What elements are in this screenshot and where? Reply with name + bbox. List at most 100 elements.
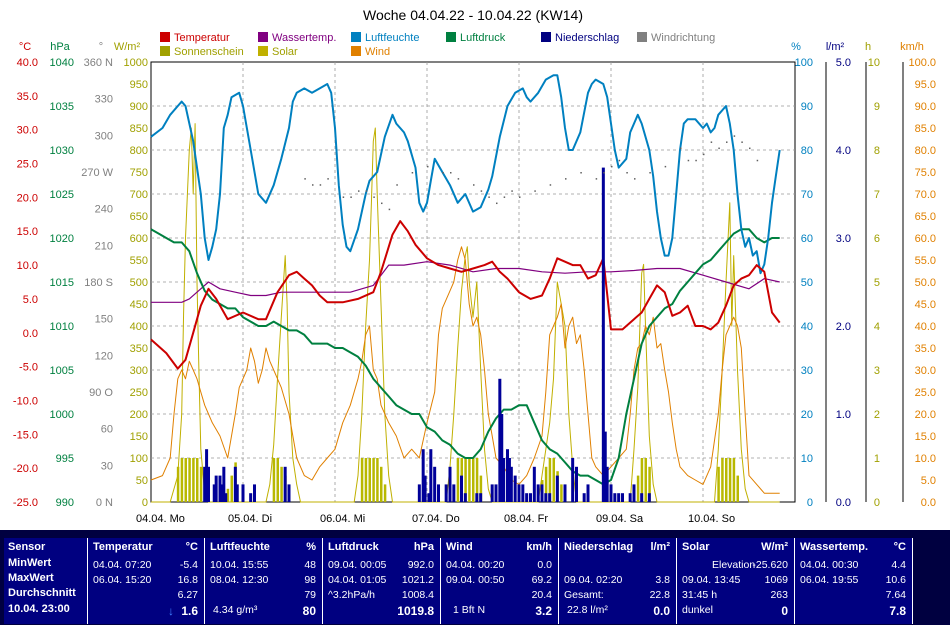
- wind-direction-point: [312, 184, 314, 186]
- wind-direction-point: [580, 172, 582, 174]
- wind-tick-label: 10.0: [915, 453, 936, 465]
- sunshine-tick-label: 10: [868, 57, 880, 69]
- wind-direction-point: [664, 165, 667, 168]
- pressure-max: 1021.2: [401, 574, 434, 586]
- humidity-tick-label: 80: [801, 145, 813, 157]
- wind-tick-label: 100.0: [908, 57, 936, 69]
- minwert-label: MinWert: [8, 557, 52, 569]
- x-tick-label: 10.04. So: [688, 513, 735, 525]
- legend-swatch: [446, 32, 456, 42]
- sunshine-bar: [721, 458, 724, 502]
- rain-bar: [563, 484, 567, 502]
- summary-table: Sensor MinWert MaxWert Durchschnitt 10.0…: [0, 530, 950, 625]
- wind-direction-point: [680, 147, 682, 150]
- series-line-temperatur: [150, 220, 781, 370]
- wind-bft: 1 Bft N: [453, 604, 486, 616]
- wind-direction-point: [695, 159, 697, 162]
- temp-tick-label: 30.0: [17, 125, 38, 137]
- wind-tick-label: 55.0: [915, 255, 936, 267]
- sunshine-bar: [552, 458, 555, 502]
- pressure-tick-label: 1020: [50, 233, 74, 245]
- humidity-panel: Luftfeuchte % 10.04. 15:55 48 08.04. 12:…: [205, 538, 323, 624]
- sunshine-bar: [192, 458, 195, 502]
- x-tick-label: 07.04. Do: [412, 513, 460, 525]
- solar-tick-label: 1000: [124, 57, 148, 69]
- pressure-tick-label: 1015: [50, 277, 74, 289]
- rain-bar: [601, 167, 605, 502]
- sunshine-bar: [464, 458, 467, 502]
- rain-bar: [506, 449, 509, 502]
- solar-tick-label: 50: [136, 475, 148, 487]
- sunshine-bar: [368, 458, 371, 502]
- series-line-wassertemp: [151, 261, 780, 303]
- sunshine-bar: [560, 484, 563, 502]
- sunshine-bar: [380, 466, 383, 502]
- rain-bar: [621, 493, 624, 502]
- wind-tick-label: 65.0: [915, 211, 936, 223]
- rain-bar: [502, 458, 506, 502]
- rain-bar: [490, 484, 494, 502]
- rain-header: Niederschlag: [564, 541, 634, 553]
- wind-unit: km/h: [526, 541, 552, 553]
- sensor-panel: Sensor MinWert MaxWert Durchschnitt 10.0…: [4, 538, 88, 624]
- water-temp-max: 10.6: [885, 574, 906, 586]
- humidity-tick-label: 10: [801, 453, 813, 465]
- wind-direction-point: [618, 159, 621, 162]
- rain-bar: [555, 475, 559, 502]
- sunshine-bar: [648, 466, 651, 502]
- plot-area: [150, 74, 781, 503]
- rain-panel: Niederschlag l/m² 09.04. 02:20 3.8 Gesam…: [559, 538, 677, 624]
- rain-bar: [212, 484, 216, 502]
- direction-tick-label: 240: [95, 204, 113, 216]
- legend-swatch: [351, 46, 361, 56]
- wind-direction-point: [687, 159, 690, 162]
- rain-bar: [283, 466, 287, 502]
- water-temp-current: 7.8: [889, 604, 906, 618]
- humidity-min: 48: [304, 559, 316, 571]
- sunshine-bar: [383, 484, 387, 502]
- sunshine-bar: [544, 466, 548, 502]
- solar-tick-label: 550: [130, 255, 148, 267]
- legend-label: Niederschlag: [555, 32, 619, 44]
- rain-bar: [433, 466, 437, 502]
- rain-tick-label: 2.0: [836, 321, 851, 333]
- wind-direction-point: [327, 178, 329, 180]
- rain-bar: [509, 466, 513, 502]
- x-tick-label: 09.04. Sa: [596, 513, 644, 525]
- sunshine-bar: [272, 458, 276, 502]
- rain-bar: [540, 484, 544, 502]
- rain-bar: [429, 449, 433, 502]
- wind-direction-point: [396, 184, 398, 186]
- rain-tick-label: 1.0: [836, 409, 851, 421]
- legend-swatch: [258, 46, 268, 56]
- water-temp-min-time: 04.04. 00:30: [800, 559, 859, 571]
- sunshine-bar: [196, 458, 199, 502]
- rain-bar: [224, 493, 228, 502]
- pressure-min-time: 09.04. 00:05: [328, 559, 387, 571]
- legend-label: Luftdruck: [460, 32, 506, 44]
- water-temp-header: Wassertemp.: [800, 541, 869, 553]
- humidity-min-time: 10.04. 15:55: [210, 559, 269, 571]
- direction-tick-label: 360 N: [84, 57, 113, 69]
- rain-bar: [220, 484, 224, 502]
- rain-bar: [249, 493, 253, 502]
- solar-sun-hours: 31:45 h: [682, 589, 718, 601]
- direction-tick-label: 210: [95, 240, 113, 252]
- rain-bar: [640, 493, 644, 502]
- pressure-unit: hPa: [413, 541, 434, 553]
- rain-tick-label: 0.0: [836, 497, 851, 509]
- temp-tick-label: 25.0: [17, 159, 38, 171]
- direction-axis-unit: °: [99, 41, 103, 53]
- pressure-tick-label: 1010: [50, 321, 74, 333]
- series-line-luftdruck: [150, 228, 780, 486]
- wind-direction-point: [733, 135, 736, 137]
- wind-direction-point: [358, 190, 360, 192]
- pressure-avg: 1008.4: [401, 589, 434, 601]
- x-tick-label: 05.04. Di: [228, 513, 272, 525]
- temp-tick-label: 20.0: [17, 192, 38, 204]
- rain-bar: [571, 458, 575, 502]
- temperature-max: 16.8: [177, 574, 198, 586]
- pressure-current: 1019.8: [397, 604, 434, 618]
- wind-direction-point: [534, 190, 536, 192]
- wind-tick-label: 95.0: [915, 79, 936, 91]
